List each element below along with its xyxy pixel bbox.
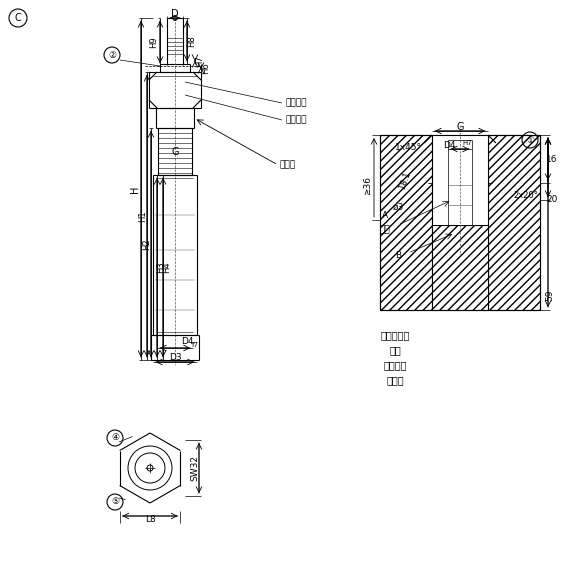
Text: SW32: SW32 [190, 455, 200, 481]
Text: H6: H6 [201, 62, 211, 74]
Bar [432, 135, 488, 225]
Text: H7: H7 [462, 140, 472, 146]
Text: 59: 59 [545, 289, 555, 301]
Bar [432, 225, 488, 310]
Text: C: C [15, 13, 22, 23]
Text: A: A [382, 210, 388, 219]
Text: H9: H9 [150, 36, 158, 48]
Text: 18.1: 18.1 [398, 170, 413, 190]
Text: ⑤: ⑤ [111, 498, 119, 507]
Text: ④: ④ [111, 434, 119, 443]
Bar [380, 135, 432, 310]
Text: ①: ① [526, 136, 534, 145]
Text: 密封边: 密封边 [280, 160, 296, 169]
Text: 夹紧: 夹紧 [379, 226, 391, 234]
Text: H3: H3 [157, 261, 165, 273]
Bar [488, 135, 540, 310]
Text: 进行释放: 进行释放 [384, 360, 407, 370]
Text: 16: 16 [546, 154, 558, 163]
Text: 夹紧行程: 夹紧行程 [285, 116, 307, 125]
Text: H8: H8 [187, 35, 197, 47]
Text: D: D [171, 9, 179, 19]
Text: 使用单作用: 使用单作用 [380, 330, 410, 340]
Text: H4: H4 [162, 261, 172, 273]
Text: H2: H2 [143, 238, 151, 250]
Text: 2x20°: 2x20° [513, 191, 538, 200]
Text: L8: L8 [144, 514, 155, 523]
Text: 旋转行程: 旋转行程 [285, 99, 307, 108]
Text: ≥36: ≥36 [364, 176, 372, 195]
Text: D4: D4 [443, 140, 456, 149]
Text: 气缸: 气缸 [389, 345, 401, 355]
Text: 20: 20 [546, 195, 558, 204]
Text: D3: D3 [169, 353, 182, 362]
Text: f7: f7 [192, 342, 199, 348]
Text: H7: H7 [196, 55, 204, 67]
Text: 或排气: 或排气 [386, 375, 404, 385]
Text: 1x45°: 1x45° [395, 142, 421, 151]
Text: D4: D4 [181, 338, 193, 347]
Text: G: G [171, 147, 179, 157]
Text: H: H [130, 185, 140, 192]
Text: G: G [456, 122, 464, 132]
Text: ②: ② [108, 50, 116, 59]
Text: H1: H1 [139, 210, 147, 222]
Text: B: B [395, 251, 401, 260]
Text: ø3: ø3 [392, 203, 404, 211]
